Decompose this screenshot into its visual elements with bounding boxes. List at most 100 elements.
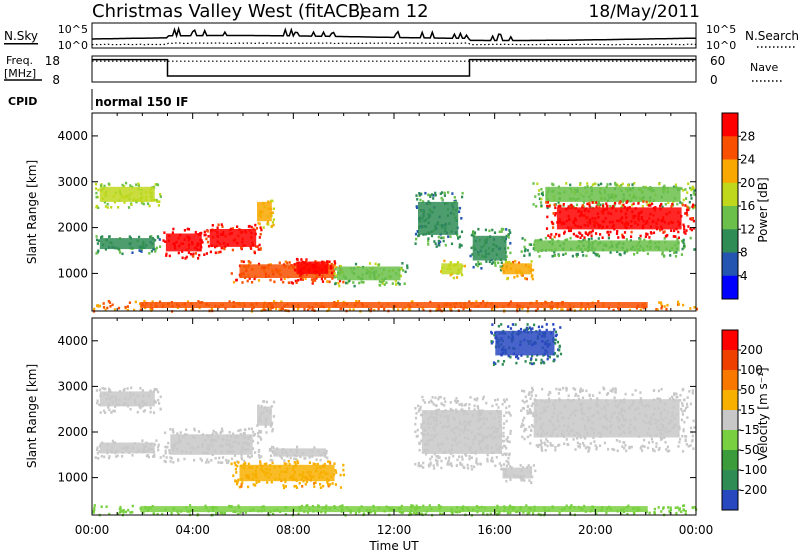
data-cell [627, 183, 630, 187]
data-cell [111, 303, 114, 307]
data-cell [422, 461, 425, 465]
data-cell [288, 261, 291, 264]
data-cell [611, 390, 614, 393]
data-cell [526, 355, 529, 358]
data-cell [326, 456, 329, 460]
data-cell [531, 386, 534, 390]
data-cell [239, 511, 242, 514]
data-cell [402, 269, 405, 272]
data-cell [552, 359, 555, 363]
data-cell [495, 456, 498, 459]
data-cell [232, 474, 235, 477]
data-cell [121, 183, 124, 187]
data-cell [155, 439, 158, 442]
data-cell [651, 202, 654, 206]
data-cell [270, 448, 273, 451]
data-cell [437, 504, 440, 507]
data-cell [124, 305, 127, 309]
data-cell [560, 308, 563, 311]
data-cell [535, 205, 538, 208]
data-cell [460, 402, 463, 406]
data-cell [597, 300, 600, 303]
data-cell [689, 186, 692, 190]
data-cell [119, 510, 123, 513]
region-core [533, 399, 680, 438]
data-cell [663, 436, 666, 439]
data-cell [444, 243, 447, 247]
data-cell [428, 193, 432, 197]
data-cell [274, 307, 278, 310]
data-cell [269, 278, 272, 282]
data-cell [382, 279, 385, 282]
data-cell [508, 404, 511, 408]
data-cell [470, 468, 474, 471]
data-cell [569, 236, 572, 240]
data-cell [181, 250, 184, 253]
data-cell [681, 434, 684, 438]
data-cell [609, 389, 612, 392]
data-cell [368, 511, 371, 514]
data-cell [237, 429, 240, 433]
data-cell [588, 393, 591, 397]
data-cell [442, 239, 445, 243]
data-cell [516, 354, 519, 358]
data-cell [523, 416, 526, 420]
data-cell [431, 193, 434, 196]
data-cell [154, 198, 157, 202]
data-cell [270, 422, 274, 426]
data-cell [664, 203, 667, 206]
data-cell [448, 463, 451, 466]
data-cell [529, 442, 532, 445]
data-cell [578, 231, 581, 234]
data-cell [567, 394, 570, 397]
data-cell [496, 398, 499, 401]
data-cell [427, 463, 430, 467]
data-cell [99, 411, 102, 414]
data-cell [554, 448, 557, 452]
data-cell [614, 388, 617, 392]
data-cell [252, 483, 255, 486]
data-cell [609, 182, 612, 186]
data-cell [99, 184, 103, 187]
data-cell [334, 282, 337, 286]
data-cell [414, 430, 417, 433]
data-cell [271, 428, 274, 431]
data-cell [544, 443, 547, 446]
data-cell [414, 232, 418, 236]
data-cell [556, 340, 560, 344]
data-cell [148, 252, 151, 255]
data-cell [427, 243, 430, 246]
data-cell [457, 237, 460, 240]
data-cell [687, 445, 690, 448]
data-cell [107, 300, 110, 303]
data-cell [535, 444, 538, 447]
data-cell [502, 398, 506, 402]
data-cell [552, 183, 555, 187]
data-cell [128, 235, 131, 238]
data-cell [249, 245, 252, 249]
data-cell [682, 238, 685, 242]
data-cell [581, 250, 584, 254]
data-cell [220, 246, 223, 250]
data-cell [624, 444, 627, 447]
data-cell [187, 227, 191, 231]
data-cell [215, 512, 218, 515]
data-cell [159, 456, 162, 459]
data-cell [305, 259, 308, 263]
data-cell [322, 484, 325, 488]
data-cell [514, 259, 517, 263]
data-cell [641, 449, 644, 452]
data-cell [538, 238, 542, 242]
data-cell [528, 252, 531, 256]
data-cell [316, 462, 319, 466]
data-cell [540, 192, 543, 195]
data-cell [280, 278, 283, 281]
data-cell [590, 237, 593, 240]
data-cell [677, 230, 680, 234]
data-cell [520, 425, 523, 428]
data-cell [581, 234, 584, 237]
data-cell [652, 449, 655, 452]
data-cell [106, 206, 109, 209]
data-cell [529, 243, 533, 246]
data-cell [586, 182, 589, 185]
